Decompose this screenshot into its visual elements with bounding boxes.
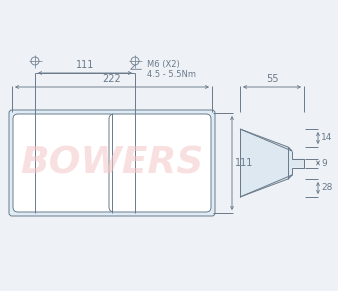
FancyBboxPatch shape [109, 114, 211, 212]
Text: 111: 111 [235, 158, 254, 168]
Text: 55: 55 [266, 74, 278, 84]
Polygon shape [240, 129, 304, 197]
FancyBboxPatch shape [13, 114, 115, 212]
Text: 28: 28 [321, 184, 332, 193]
Text: 111: 111 [76, 60, 94, 70]
Text: M6 (X2)
4.5 - 5.5Nm: M6 (X2) 4.5 - 5.5Nm [131, 60, 196, 79]
FancyBboxPatch shape [9, 110, 215, 216]
Text: BOWERS: BOWERS [20, 145, 204, 181]
Text: 14: 14 [321, 134, 332, 143]
Text: 9: 9 [321, 159, 327, 168]
Text: 222: 222 [103, 74, 121, 84]
